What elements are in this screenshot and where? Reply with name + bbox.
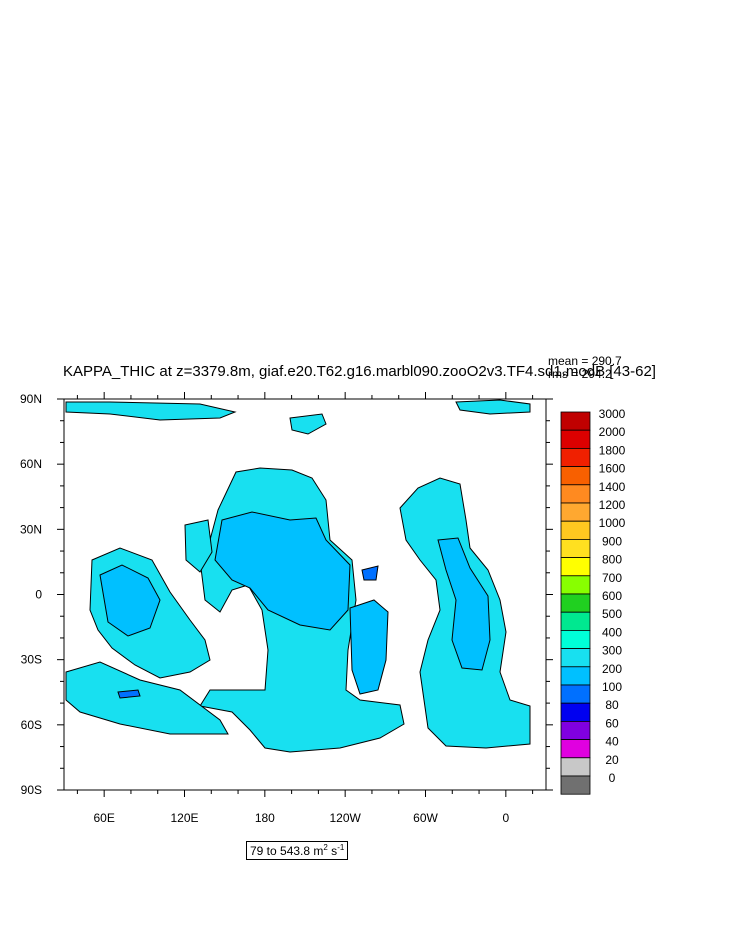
y-axis: 90N 60N 30N 0 30S 60S 90S: [20, 392, 553, 797]
colorbar-label: 800: [602, 553, 622, 567]
colorbar-box: [560, 429, 591, 449]
colorbar-box: [560, 775, 591, 795]
colorbar-box: [560, 666, 591, 686]
ocean-atlantic-core: [437, 537, 491, 671]
y-tick-label: 0: [35, 588, 42, 602]
x-tick-label: 60E: [93, 811, 114, 825]
colorbar-box: [560, 411, 591, 431]
range-text: 79 to 543.8 m: [250, 844, 324, 858]
colorbar-label: 2000: [599, 425, 626, 439]
chart-title: KAPPA_THIC at z=3379.8m, giaf.e20.T62.g1…: [63, 363, 656, 380]
ocean-southern-west: [65, 661, 229, 735]
colorbar-label: 900: [602, 534, 622, 548]
colorbar-label: 1200: [599, 498, 626, 512]
colorbar-box: [560, 447, 591, 467]
colorbar-label: 0: [609, 771, 616, 785]
x-tick-label: 120E: [170, 811, 198, 825]
colorbar-label: 500: [602, 607, 622, 621]
colorbar-label: 600: [602, 589, 622, 603]
x-axis: 60E 120E 180 120W 60W 0: [76, 392, 534, 825]
colorbar-box: [560, 484, 591, 504]
range-label: 79 to 543.8 m2 s-1: [246, 841, 349, 860]
range-unit-sup-1: 2: [323, 843, 328, 852]
ocean-pacific-core: [214, 511, 351, 631]
colorbar-box: [560, 520, 591, 540]
colorbar-label: 80: [605, 698, 619, 712]
colorbar-box: [560, 739, 591, 759]
colorbar-label: 200: [602, 662, 622, 676]
colorbar-box: [560, 648, 591, 668]
range-unit-sup-2: -1: [337, 843, 345, 852]
colorbar-box: [560, 611, 591, 631]
x-tick-label: 60W: [413, 811, 438, 825]
x-tick-label: 180: [255, 811, 275, 825]
colorbar-box: [560, 557, 591, 577]
mean-stat: mean = 290.7: [548, 354, 622, 368]
colorbar-label: 3000: [599, 407, 626, 421]
ocean-east-pacific: [349, 599, 389, 695]
x-tick-label: 0: [502, 811, 509, 825]
colorbar: 3000200018001600140012001000900800700600…: [560, 407, 626, 795]
colorbar-label: 1400: [599, 480, 626, 494]
colorbar-box: [560, 684, 591, 704]
colorbar-box: [560, 539, 591, 559]
ocean-arctic-west: [65, 401, 237, 421]
colorbar-label: 100: [602, 680, 622, 694]
colorbar-label: 1800: [599, 443, 626, 457]
colorbar-box: [560, 466, 591, 486]
colorbar-box: [560, 721, 591, 741]
colorbar-box: [560, 575, 591, 595]
y-tick-label: 30N: [20, 522, 42, 536]
y-tick-label: 90S: [21, 783, 42, 797]
ocean-indian-core: [99, 564, 161, 637]
x-tick-label: 120W: [329, 811, 361, 825]
colorbar-label: 400: [602, 625, 622, 639]
y-tick-label: 60S: [21, 718, 42, 732]
ocean-west-indian: [184, 519, 213, 573]
y-tick-label: 90N: [20, 392, 42, 406]
colorbar-label: 1600: [599, 462, 626, 476]
colorbar-label: 20: [605, 753, 619, 767]
colorbar-label: 300: [602, 644, 622, 658]
colorbar-label: 60: [605, 716, 619, 730]
colorbar-label: 1000: [599, 516, 626, 530]
colorbar-box: [560, 702, 591, 722]
y-tick-label: 60N: [20, 457, 42, 471]
colorbar-box: [560, 502, 591, 522]
colorbar-box: [560, 593, 591, 613]
ocean-indian-deep: [117, 689, 141, 699]
ocean-pacific-deep: [361, 565, 379, 581]
colorbar-label: 700: [602, 571, 622, 585]
range-unit-mid: s: [327, 844, 338, 858]
colorbar-label: 40: [605, 735, 619, 749]
ocean-arctic-east: [455, 399, 531, 415]
ocean-field: [65, 399, 531, 753]
ocean-arctic-pole: [289, 413, 327, 435]
colorbar-box: [560, 757, 591, 777]
colorbar-box: [560, 630, 591, 650]
y-tick-label: 30S: [21, 653, 42, 667]
rms-stat: rms = 294.2: [548, 367, 612, 381]
